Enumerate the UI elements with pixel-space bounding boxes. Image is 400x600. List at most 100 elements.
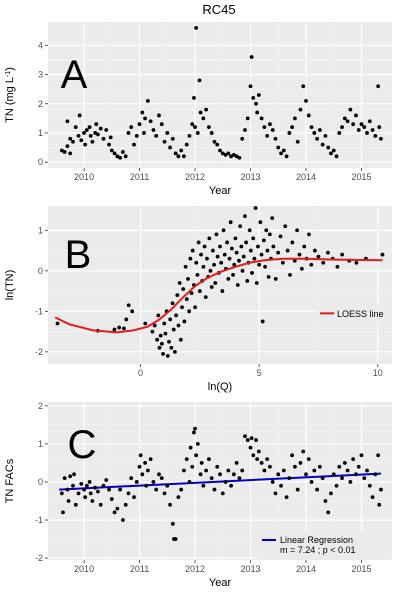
data-point [320, 476, 325, 481]
x-tick-label: 2015 [351, 564, 371, 574]
data-point [186, 277, 190, 281]
data-point [176, 154, 181, 159]
data-point [309, 125, 314, 130]
data-point [323, 499, 328, 503]
data-point [307, 232, 311, 237]
data-point [112, 151, 117, 156]
data-point [295, 139, 300, 144]
data-point [108, 135, 113, 140]
data-point [290, 240, 295, 245]
data-point [82, 131, 86, 135]
data-point [157, 472, 161, 477]
data-point [165, 353, 170, 358]
data-point [271, 244, 276, 249]
y-axis-label: TN (mg L-1) [4, 67, 16, 123]
data-point [123, 502, 128, 507]
data-point [190, 464, 195, 469]
data-point [137, 464, 142, 469]
data-point [178, 337, 183, 342]
x-tick-label: 2014 [296, 172, 316, 182]
data-point [130, 309, 135, 314]
data-point [140, 110, 145, 115]
data-point [62, 150, 67, 154]
data-point [157, 345, 162, 350]
y-axis-label: ln(TN) [4, 270, 16, 301]
data-point [225, 240, 230, 245]
data-point [340, 476, 344, 481]
data-point [304, 98, 308, 103]
data-point [222, 252, 227, 257]
data-point [320, 142, 325, 147]
data-point [104, 478, 109, 482]
data-point [249, 436, 254, 441]
data-point [142, 131, 146, 135]
data-point [87, 125, 92, 130]
data-point [315, 487, 319, 492]
data-point [182, 154, 186, 159]
data-point [193, 125, 197, 130]
y-tick-label: -2 [35, 553, 43, 563]
data-point [321, 260, 326, 265]
data-point [284, 154, 289, 159]
data-point [268, 122, 272, 127]
data-point [302, 244, 307, 249]
data-point [65, 119, 70, 124]
data-point [258, 220, 263, 225]
data-point [351, 457, 356, 462]
y-tick-label: -1 [35, 306, 43, 316]
data-point [156, 313, 161, 318]
data-point [237, 155, 242, 160]
data-point [223, 480, 228, 484]
legend-box [258, 531, 390, 559]
data-point [293, 464, 297, 469]
data-point [309, 262, 314, 267]
data-point [107, 487, 111, 492]
data-point [248, 84, 253, 89]
data-point [118, 155, 123, 160]
data-point [232, 262, 237, 267]
data-point [317, 128, 322, 132]
data-point [297, 252, 302, 257]
data-point [306, 457, 311, 462]
data-point [309, 480, 314, 484]
data-point [365, 468, 369, 473]
data-point [290, 453, 295, 458]
data-point [215, 254, 220, 259]
data-point [68, 151, 73, 156]
data-point [157, 113, 161, 118]
data-point [299, 266, 304, 271]
data-point [201, 116, 206, 121]
data-point [256, 244, 260, 249]
data-point [348, 107, 353, 112]
data-point [198, 110, 203, 115]
data-point [204, 107, 209, 112]
x-tick-label: 2011 [130, 172, 149, 182]
data-point [165, 131, 170, 135]
data-point [276, 472, 281, 477]
data-point [342, 116, 347, 121]
data-point [265, 248, 270, 253]
data-point [356, 128, 361, 132]
x-tick-label: 10 [373, 368, 383, 378]
data-point [155, 337, 160, 342]
data-point [82, 487, 86, 492]
x-tick-label: 2013 [241, 172, 261, 182]
data-point [295, 228, 300, 233]
data-point [198, 472, 203, 477]
data-point [121, 518, 125, 522]
data-point [168, 502, 172, 507]
data-point [159, 341, 164, 346]
data-point [218, 244, 222, 249]
data-point [145, 98, 150, 103]
data-point [129, 476, 134, 481]
data-point [194, 25, 199, 30]
data-point [112, 510, 117, 515]
data-point [243, 128, 247, 132]
data-point [121, 150, 125, 154]
data-point [62, 476, 67, 481]
data-point [243, 214, 247, 219]
panel-letter: B [65, 233, 92, 277]
x-axis-label: Year [209, 185, 232, 197]
data-point [215, 142, 220, 147]
data-point [195, 272, 200, 277]
